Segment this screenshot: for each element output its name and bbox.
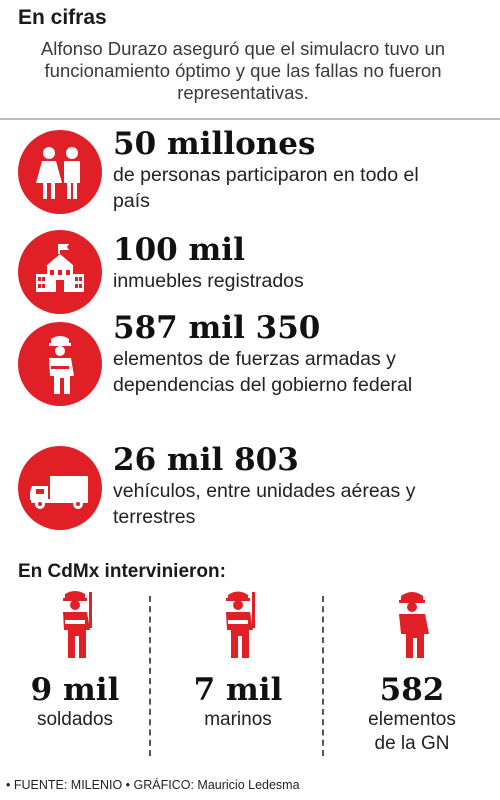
cdmx-label: soldados — [36, 709, 114, 730]
stat-description: vehículos, entre unidades aéreas y terre… — [113, 480, 416, 528]
column-divider — [322, 596, 324, 756]
stat-value: 26 mil 803 — [113, 442, 299, 478]
cdmx-value: 7 mil — [193, 672, 283, 708]
cdmx-label: elementos de la GN — [368, 709, 456, 754]
people-icon — [18, 130, 102, 214]
cdmx-label: marinos — [204, 709, 272, 730]
stat-value: 50 millones — [113, 126, 316, 162]
truck-icon — [18, 446, 102, 530]
police-officer-icon — [18, 322, 102, 406]
stat-value: 587 mil 350 — [113, 310, 321, 346]
page-title: En cifras — [18, 6, 107, 29]
building-icon — [18, 230, 102, 314]
cdmx-heading: En CdMx intervinieron: — [18, 561, 226, 582]
cdmx-item-guard: 582 elementos de la GN — [332, 590, 492, 756]
column-divider — [149, 596, 151, 756]
stat-value: 100 mil — [113, 232, 245, 268]
stat-description: inmuebles registrados — [113, 270, 304, 292]
stat-description: elementos de fuerzas armadas y dependenc… — [113, 348, 413, 396]
page-subtitle: Alfonso Durazo aseguró que el simulacro … — [40, 38, 446, 103]
source-credit: • FUENTE: MILENIO • GRÁFICO: Mauricio Le… — [6, 778, 300, 792]
cdmx-value: 9 mil — [30, 672, 120, 708]
guard-icon — [399, 592, 429, 658]
header-divider — [0, 118, 500, 120]
stat-description: de personas participaron en todo el país — [113, 164, 419, 212]
soldier-icon — [63, 591, 92, 658]
cdmx-item-marines: 7 mil marinos — [158, 590, 318, 732]
cdmx-value: 582 — [379, 672, 445, 708]
marine-icon — [226, 591, 255, 658]
cdmx-item-soldiers: 9 mil soldados — [0, 590, 155, 732]
